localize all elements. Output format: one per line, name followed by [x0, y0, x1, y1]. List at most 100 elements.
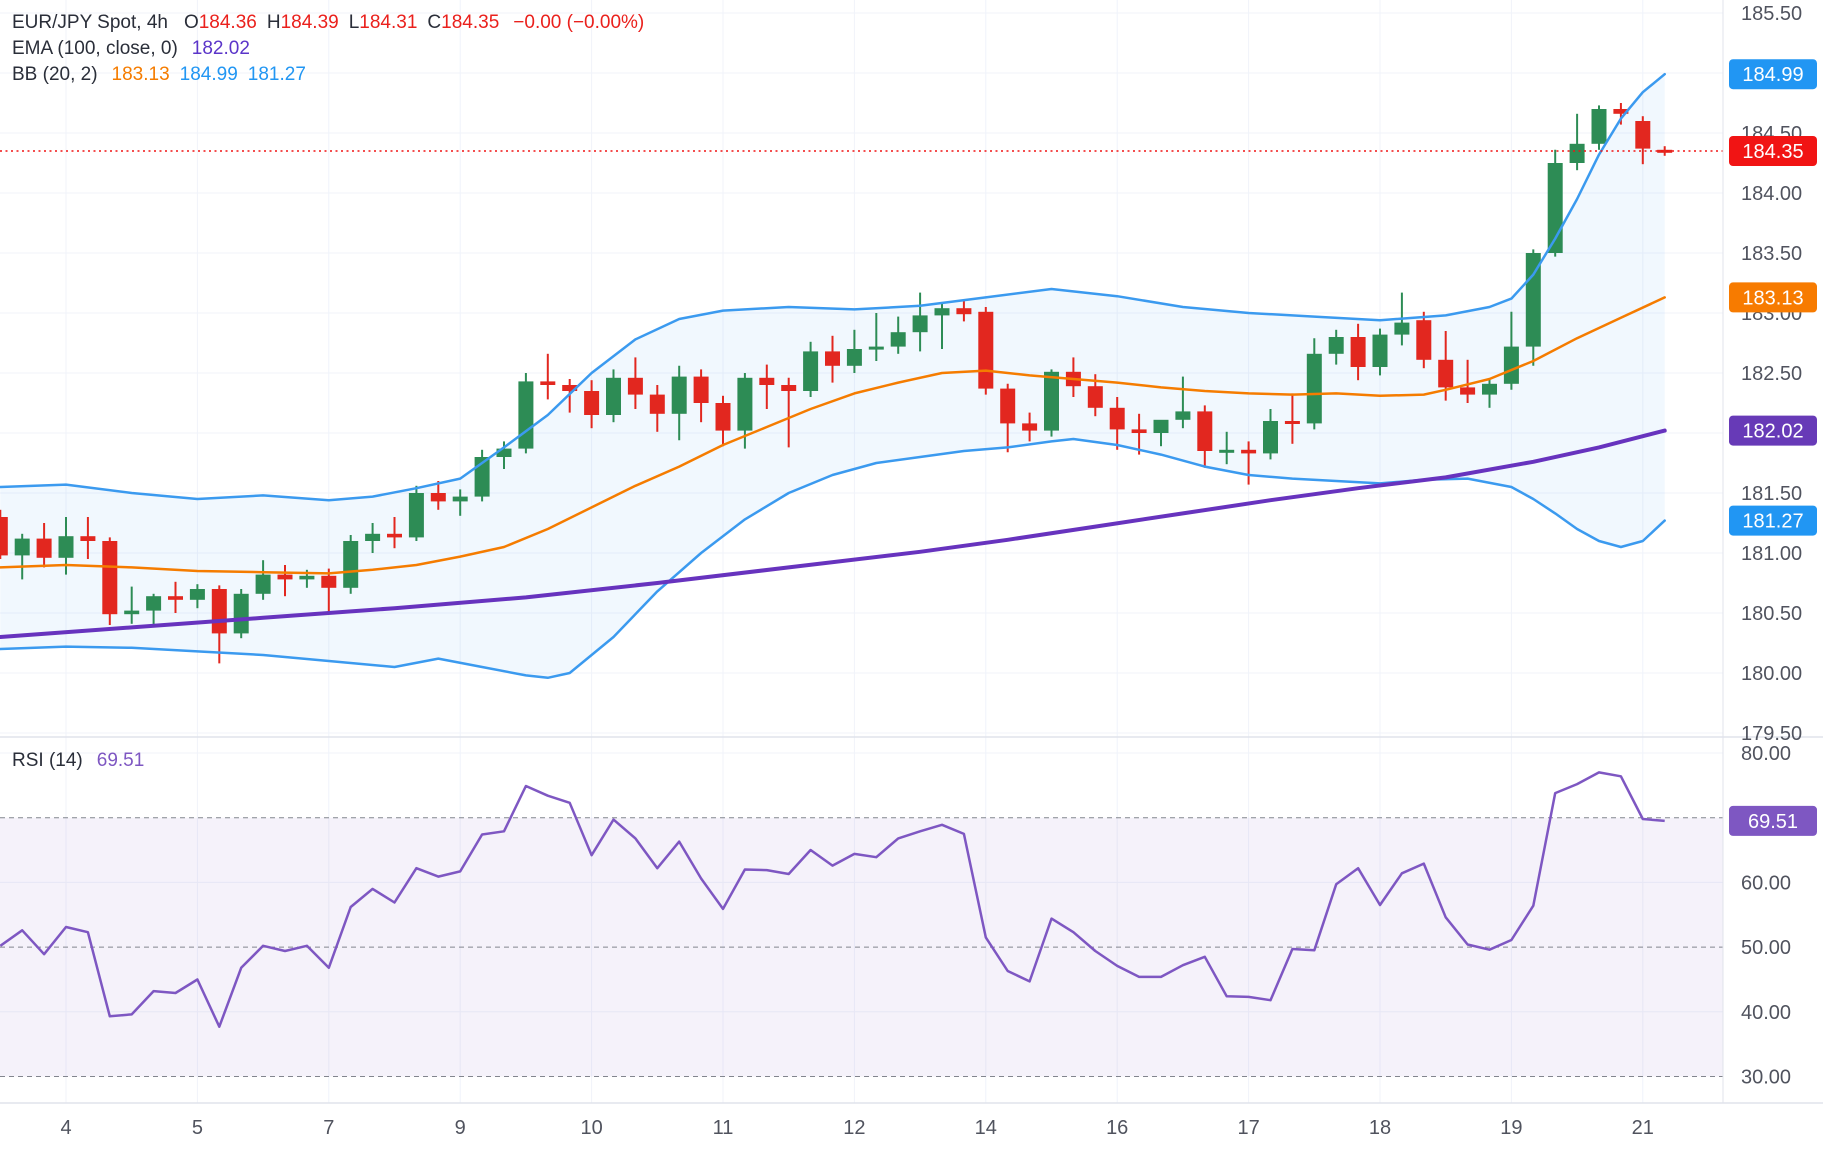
candle — [627, 357, 643, 409]
candle — [146, 593, 162, 628]
candle — [1525, 249, 1541, 366]
time-tick-label: 5 — [192, 1117, 203, 1139]
candle — [868, 313, 884, 361]
symbol-legend-row-segment: O — [183, 12, 199, 33]
candle — [693, 369, 709, 423]
axis-tick-label: 181.00 — [1741, 543, 1802, 565]
axis-tick-label: 80.00 — [1741, 743, 1791, 765]
axis-tick-label: 184.00 — [1741, 183, 1802, 205]
candle — [124, 586, 140, 624]
axis-tick-label: 179.50 — [1741, 723, 1802, 745]
candle — [80, 517, 96, 559]
candle — [255, 560, 271, 600]
candle — [1635, 116, 1651, 165]
candle — [912, 292, 928, 352]
candle — [1131, 413, 1147, 455]
symbol-legend-row-segment: 184.36 — [198, 12, 257, 33]
bb-upper-line — [0, 72, 1666, 502]
candle — [474, 449, 490, 502]
rsi-legend-row-segment: RSI (14) — [12, 750, 83, 771]
rsi-legend-row-segment: 69.51 — [96, 750, 145, 771]
candle — [1591, 105, 1607, 150]
candle — [518, 373, 534, 454]
time-tick-label: 17 — [1237, 1117, 1259, 1139]
candle — [387, 517, 402, 549]
time-tick-label: 12 — [843, 1117, 865, 1139]
candle — [1460, 359, 1476, 403]
candle — [1569, 113, 1585, 171]
ema-legend-row[interactable]: EMA (100, close, 0) 182.02 — [12, 36, 654, 62]
candle — [1000, 383, 1016, 453]
axis-badge-184.99: 184.99 — [1729, 59, 1817, 90]
price-axis[interactable] — [1723, 0, 1823, 1103]
svg-text:182.02: 182.02 — [1742, 421, 1803, 443]
time-axis[interactable] — [0, 1103, 1823, 1150]
axis-badge-181.27: 181.27 — [1729, 505, 1817, 536]
indicator-legend: EUR/JPY Spot, 4h O184.36 H184.39 L184.31 C18… — [12, 10, 654, 88]
candle — [102, 537, 118, 625]
candle — [14, 533, 30, 580]
ema-line — [0, 428, 1667, 639]
axis-tick-label: 50.00 — [1741, 937, 1791, 959]
bb-lower-line — [0, 437, 1666, 680]
symbol-legend-row-segment: L — [348, 12, 360, 33]
candle — [759, 364, 775, 409]
candle — [606, 369, 621, 423]
price-panel — [0, 72, 1723, 680]
time-tick-label: 16 — [1106, 1117, 1128, 1139]
symbol-legend-row-segment: 184.39 — [280, 12, 339, 33]
axis-badge-183.13: 183.13 — [1729, 282, 1817, 313]
svg-text:184.99: 184.99 — [1742, 64, 1803, 86]
rsi-legend-row[interactable]: RSI (14) 69.51 — [12, 748, 154, 774]
candle — [825, 335, 840, 383]
candle — [562, 379, 578, 413]
time-tick-label: 11 — [713, 1117, 734, 1139]
candle — [540, 353, 556, 400]
axis-tick-label: 185.50 — [1741, 3, 1802, 25]
bb-legend-row-segment: 183.13 — [111, 64, 170, 85]
axis-badge-184.35: 184.35 — [1729, 136, 1817, 166]
candle — [1306, 338, 1322, 430]
candle — [343, 535, 359, 594]
candle — [1503, 311, 1519, 390]
symbol-legend-row[interactable]: EUR/JPY Spot, 4h O184.36 H184.39 L184.31 C18… — [12, 10, 654, 36]
axis-tick-label: 183.50 — [1741, 243, 1802, 265]
svg-text:184.35: 184.35 — [1742, 141, 1803, 163]
axis-tick-label: 60.00 — [1741, 872, 1791, 894]
candle — [846, 329, 862, 373]
candle — [365, 523, 381, 553]
time-tick-label: 9 — [455, 1117, 466, 1139]
bb-legend-row-segment: BB (20, 2) — [12, 64, 98, 85]
time-tick-label: 21 — [1632, 1117, 1654, 1139]
axis-tick-label: 180.50 — [1741, 603, 1802, 625]
candle — [1350, 323, 1366, 381]
candle — [1657, 146, 1673, 156]
candle — [1263, 409, 1278, 460]
symbol-legend-row-segment: EUR/JPY Spot, 4h — [12, 12, 168, 33]
axis-tick-label: 40.00 — [1741, 1002, 1791, 1024]
candle — [978, 307, 994, 395]
svg-text:69.51: 69.51 — [1748, 811, 1798, 833]
svg-text:181.27: 181.27 — [1742, 511, 1803, 533]
candle — [803, 341, 819, 397]
candle — [1372, 328, 1388, 376]
candle — [1328, 329, 1344, 365]
axis-tick-label: 181.50 — [1741, 483, 1802, 505]
time-tick-label: 7 — [323, 1117, 334, 1139]
symbol-legend-row-segment: C — [427, 12, 442, 33]
candle — [277, 565, 293, 597]
candle — [890, 316, 906, 354]
candle — [233, 589, 249, 639]
bb-basis-line — [0, 296, 1666, 575]
candle — [671, 365, 687, 441]
rsi-band-fill — [0, 817, 1723, 1077]
candle — [408, 485, 424, 541]
time-tick-label: 10 — [580, 1117, 602, 1139]
bb-legend-row[interactable]: BB (20, 2) 183.13 184.99 181.27 — [12, 62, 654, 88]
candle — [1219, 431, 1235, 465]
time-tick-label: 4 — [60, 1117, 71, 1139]
rsi-legend: RSI (14) 69.51 — [12, 748, 154, 774]
candle — [0, 509, 8, 559]
